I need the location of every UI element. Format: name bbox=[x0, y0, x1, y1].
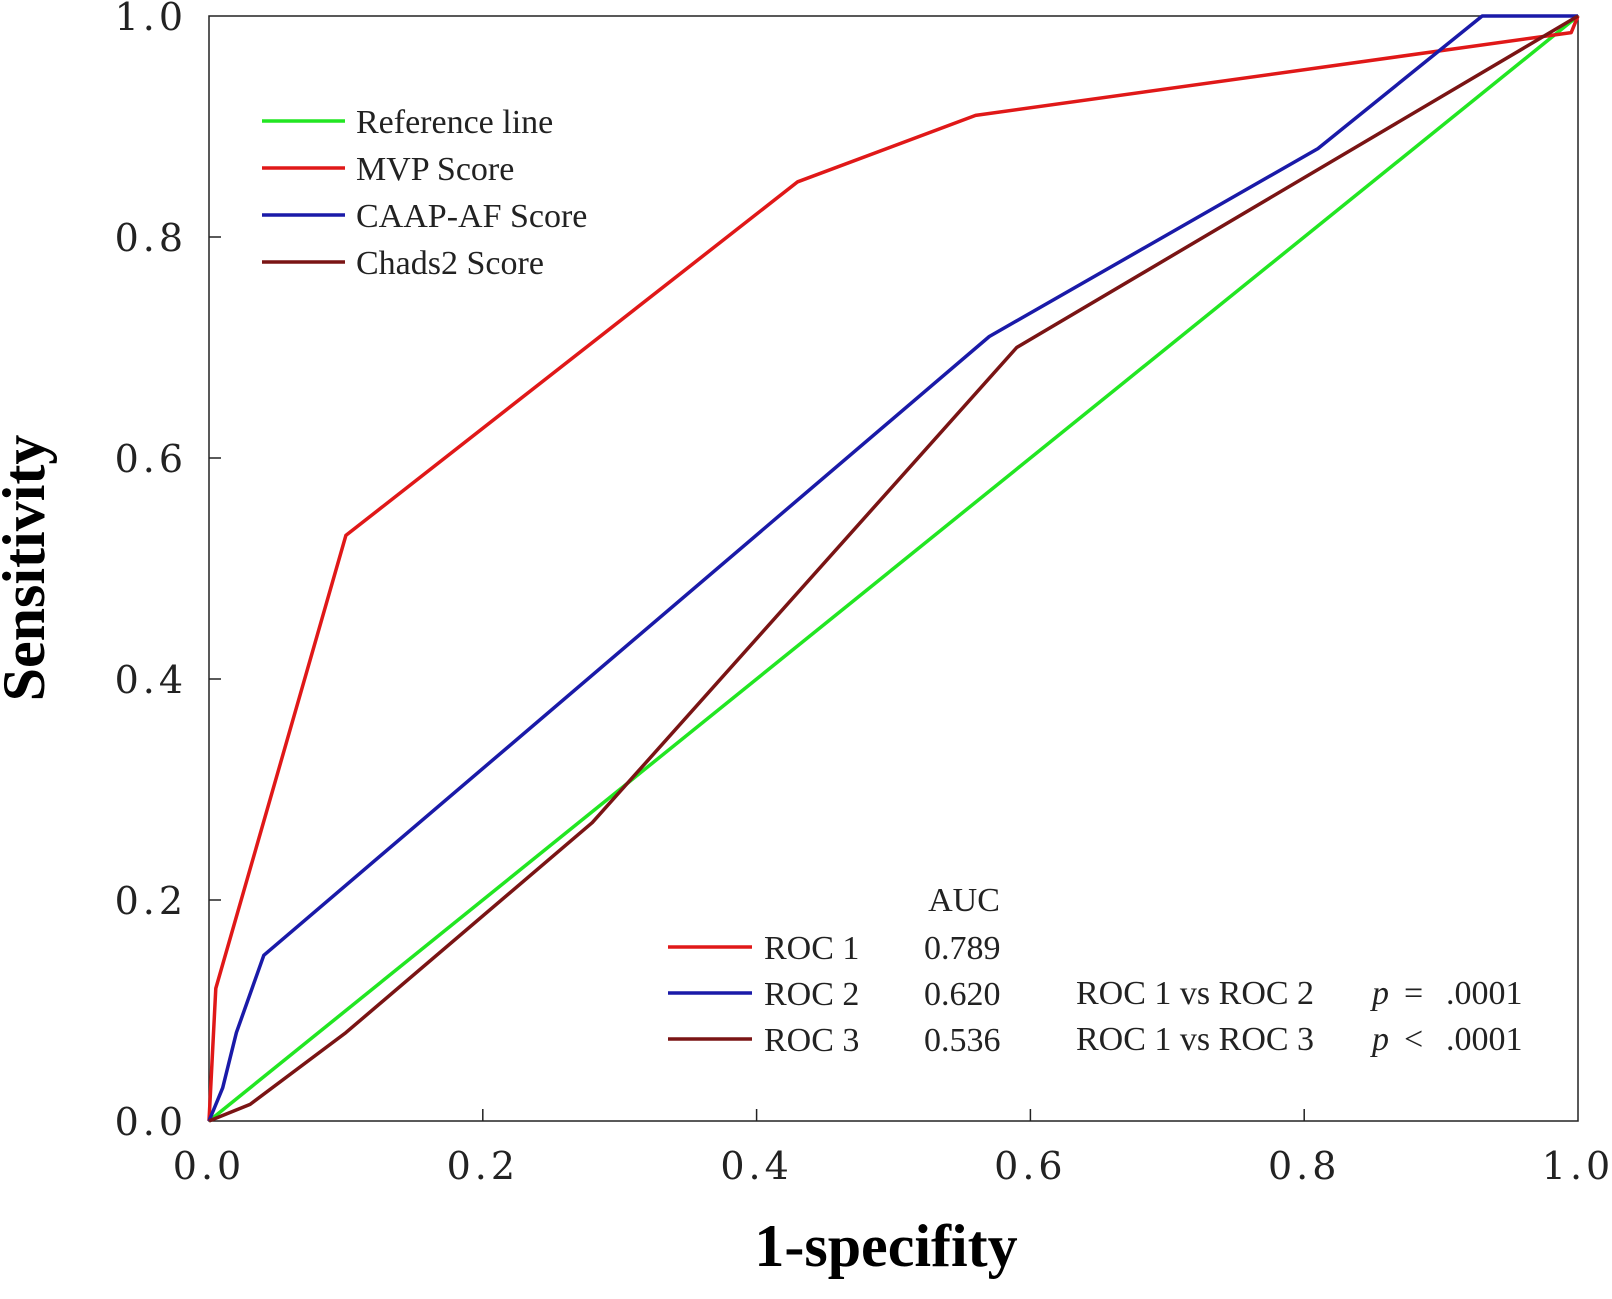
x-tick-label: 0.4 bbox=[720, 1144, 792, 1188]
legend-label: MVP Score bbox=[356, 151, 514, 188]
legend-label: Reference line bbox=[356, 104, 553, 141]
auc-row-label: ROC 2 bbox=[764, 976, 859, 1013]
series-layer bbox=[207, 14, 1580, 1123]
comparison-table: ROC 1 vs ROC 2 p = .0001 ROC 1 vs ROC 3 p < .00… bbox=[1076, 975, 1523, 1058]
series-line-3 bbox=[208, 14, 1579, 1123]
legend: Reference line MVP Score CAAP-AF Score Chad… bbox=[262, 104, 587, 282]
x-tick-label: 0.0 bbox=[173, 1144, 245, 1188]
y-tick-label: 0.4 bbox=[115, 658, 187, 702]
comparison-label: ROC 1 vs ROC 2 bbox=[1076, 975, 1314, 1012]
y-tick-label: 0.0 bbox=[115, 1100, 187, 1144]
ticks-layer: 0.0 0.2 0.4 0.6 0.8 1.0 0.0 0.2 0.4 0.6 0.8 1.0 bbox=[115, 0, 1612, 1188]
auc-row-value: 0.536 bbox=[924, 1022, 1001, 1059]
auc-header: AUC bbox=[928, 882, 1000, 919]
auc-row-label: ROC 3 bbox=[764, 1022, 859, 1059]
plot-frame bbox=[208, 15, 1579, 1122]
comparison-label: ROC 1 vs ROC 3 bbox=[1076, 1021, 1314, 1058]
auc-row-label: ROC 1 bbox=[764, 930, 859, 967]
auc-row-value: 0.620 bbox=[924, 976, 1001, 1013]
comparison-p-symbol: p bbox=[1370, 975, 1389, 1012]
comparison-operator: < bbox=[1404, 1021, 1423, 1058]
comparison-p-value: .0001 bbox=[1446, 975, 1523, 1012]
auc-table: AUC ROC 1 0.789 ROC 2 0.620 ROC 3 0.536 bbox=[668, 882, 1001, 1059]
series-line-1 bbox=[207, 15, 1580, 1122]
comparison-operator: = bbox=[1404, 975, 1423, 1012]
x-tick-label: 1.0 bbox=[1542, 1144, 1612, 1188]
comparison-p-symbol: p bbox=[1370, 1021, 1389, 1058]
comparison-p-value: .0001 bbox=[1446, 1021, 1523, 1058]
x-axis-title: 1-specifity bbox=[754, 1213, 1017, 1279]
y-tick-label: 1.0 bbox=[115, 0, 187, 39]
x-tick-label: 0.8 bbox=[1268, 1144, 1340, 1188]
x-tick-label: 0.6 bbox=[994, 1144, 1066, 1188]
y-tick-label: 0.6 bbox=[115, 437, 187, 481]
y-tick-label: 0.2 bbox=[115, 879, 187, 923]
series-line-2 bbox=[207, 14, 1578, 1122]
x-tick-label: 0.2 bbox=[447, 1144, 519, 1188]
legend-label: CAAP-AF Score bbox=[356, 198, 587, 235]
y-axis-title: Sensitivity bbox=[0, 435, 57, 702]
legend-label: Chads2 Score bbox=[356, 245, 544, 282]
auc-row-value: 0.789 bbox=[924, 930, 1001, 967]
y-tick-label: 0.8 bbox=[115, 216, 187, 260]
series-line-0 bbox=[207, 14, 1580, 1123]
